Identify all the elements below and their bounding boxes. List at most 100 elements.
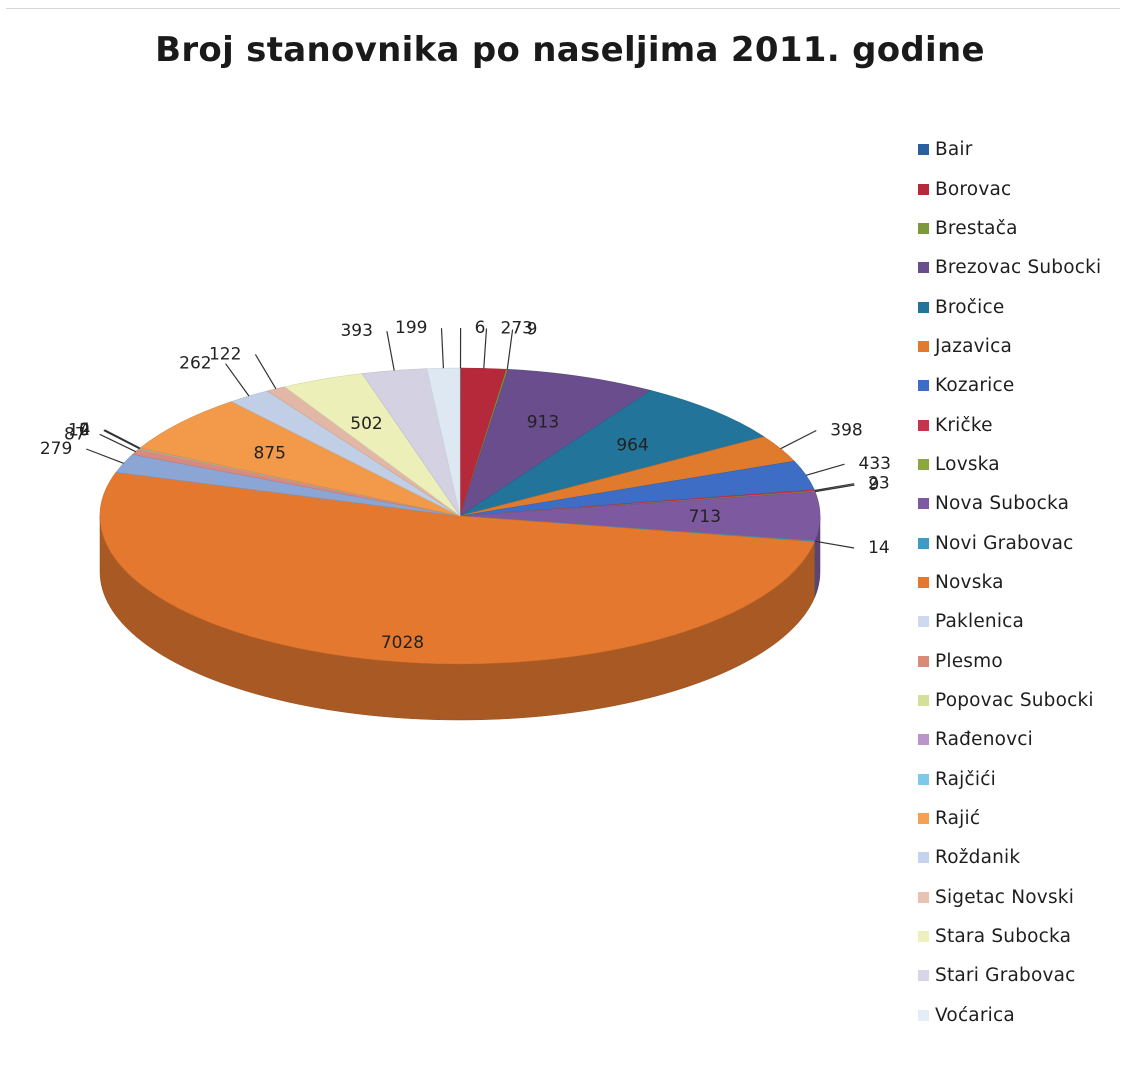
data-label: 273 — [501, 318, 533, 338]
legend-item: Popovac Subocki — [918, 681, 1124, 720]
legend-swatch — [918, 616, 929, 628]
legend-label: Novska — [935, 571, 1004, 593]
leader-line-7 — [814, 483, 855, 492]
leader-line-16 — [104, 429, 141, 449]
legend-swatch — [918, 301, 929, 313]
data-label: 262 — [179, 354, 211, 374]
leader-line-8 — [815, 484, 855, 493]
data-label: 913 — [527, 412, 559, 432]
legend-item: Rađenovci — [918, 720, 1124, 759]
leader-line-21 — [386, 331, 395, 371]
legend-item: Brezovac Subocki — [918, 248, 1124, 287]
legend-swatch — [918, 340, 929, 352]
chart-title: Broj stanovnika po naseljima 2011. godin… — [155, 30, 985, 70]
legend-swatch — [918, 734, 929, 746]
data-label: 964 — [616, 436, 648, 456]
legend-item: Stari Grabovac — [918, 956, 1124, 995]
legend-swatch — [918, 970, 929, 982]
data-label: 2 — [79, 420, 90, 440]
legend-item: Nova Subocka — [918, 484, 1124, 523]
data-label: 10 — [68, 421, 90, 441]
legend-label: Rajčići — [935, 768, 996, 790]
legend-label: Lovska — [935, 453, 1000, 475]
leader-line-5 — [780, 429, 817, 450]
data-label: 502 — [350, 414, 382, 434]
legend-label: Roždanik — [935, 847, 1021, 869]
legend-label: Stara Subocka — [935, 926, 1072, 948]
pie-slice-3 — [459, 369, 652, 517]
legend-item: Paklenica — [918, 602, 1124, 641]
legend-label: Bročice — [935, 296, 1005, 318]
legend-label: Sigetac Novski — [935, 886, 1075, 908]
data-label: 7028 — [381, 633, 424, 653]
legend-item: Voćarica — [918, 996, 1124, 1035]
legend-swatch — [918, 813, 929, 825]
legend-item: Rajčići — [918, 760, 1124, 799]
leader-line-12 — [86, 448, 124, 464]
legend-swatch — [918, 222, 929, 234]
legend-label: Paklenica — [935, 611, 1025, 633]
leader-line-2 — [506, 329, 514, 370]
legend: Bair Borovac Brestača Brezovac Subocki Broči… — [918, 130, 1124, 1035]
data-label: 199 — [395, 318, 427, 338]
legend-label: Borovac — [935, 178, 1012, 200]
legend-item: Roždanik — [918, 838, 1124, 877]
data-label: 9 — [869, 475, 880, 495]
pie-slice-17 — [139, 401, 461, 517]
legend-swatch — [918, 458, 929, 470]
legend-swatch — [918, 183, 929, 195]
data-label: 9 — [527, 320, 538, 340]
legend-label: Brezovac Subocki — [935, 257, 1102, 279]
legend-item: Bair — [918, 130, 1124, 169]
legend-label: Rađenovci — [935, 729, 1034, 751]
legend-swatch — [918, 1009, 929, 1021]
leader-line-10 — [814, 540, 855, 549]
legend-label: Nova Subocka — [935, 493, 1070, 515]
legend-item: Borovac — [918, 169, 1124, 208]
legend-label: Popovac Subocki — [935, 689, 1094, 711]
legend-swatch — [918, 576, 929, 588]
legend-item: Jazavica — [918, 327, 1124, 366]
pie-slice-11 — [99, 472, 815, 665]
legend-swatch — [918, 419, 929, 431]
leader-line-1 — [483, 328, 488, 369]
leader-line-22 — [440, 328, 444, 369]
data-labels: 6 273991396439843323971314702827987102487… — [40, 318, 891, 653]
data-label: 875 — [253, 444, 285, 464]
data-label: 4 — [80, 420, 91, 440]
legend-label: Brestača — [935, 217, 1018, 239]
legend-swatch — [918, 537, 929, 549]
data-label: 14 — [868, 538, 890, 558]
data-label: 279 — [40, 439, 72, 459]
legend-label: Novi Grabovac — [935, 532, 1074, 554]
legend-swatch — [918, 498, 929, 510]
legend-item: Lovska — [918, 445, 1124, 484]
legend-swatch — [918, 262, 929, 274]
data-label: 398 — [830, 421, 862, 441]
leader-line-6 — [805, 463, 845, 476]
data-label: 122 — [209, 344, 241, 364]
pie-slice-4 — [459, 390, 765, 517]
legend-swatch — [918, 931, 929, 943]
legend-item: Stara Subocka — [918, 917, 1124, 956]
legend-label: Plesmo — [935, 650, 1003, 672]
legend-swatch — [918, 852, 929, 864]
legend-label: Rajić — [935, 808, 981, 830]
data-label: 713 — [689, 507, 721, 527]
legend-swatch — [918, 144, 929, 156]
legend-item: Sigetac Novski — [918, 878, 1124, 917]
legend-label: Stari Grabovac — [935, 965, 1076, 987]
legend-item: Rajić — [918, 799, 1124, 838]
legend-item: Kozarice — [918, 366, 1124, 405]
legend-item: Kričke — [918, 405, 1124, 444]
legend-label: Jazavica — [935, 335, 1013, 357]
legend-swatch — [918, 694, 929, 706]
legend-label: Kozarice — [935, 375, 1015, 397]
legend-item: Plesmo — [918, 641, 1124, 680]
legend-item: Bročice — [918, 287, 1124, 326]
legend-item: Novska — [918, 563, 1124, 602]
legend-swatch — [918, 891, 929, 903]
leader-line-19 — [254, 354, 277, 390]
leader-line-13 — [99, 433, 137, 453]
